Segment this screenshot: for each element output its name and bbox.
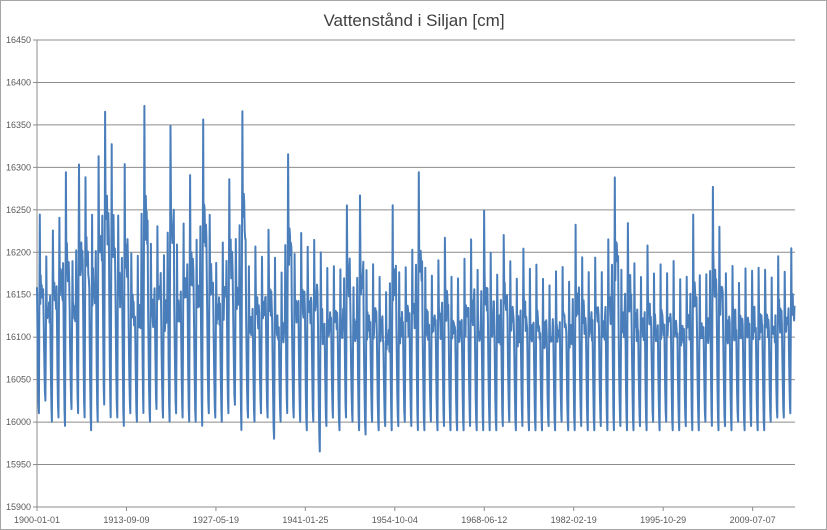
x-tick-label: 1995-10-29 (640, 515, 686, 525)
x-tick-label: 1941-01-25 (282, 515, 328, 525)
x-tick-label: 1900-01-01 (14, 515, 60, 525)
chart-title: Vattenstånd i Siljan [cm] (323, 11, 504, 30)
y-tick-label: 16150 (6, 290, 31, 300)
x-tick-label: 1968-06-12 (461, 515, 507, 525)
series-group (36, 104, 796, 453)
y-tick-label: 16100 (6, 332, 31, 342)
y-tick-label: 16300 (6, 162, 31, 172)
x-tick-label: 2009-07-07 (730, 515, 776, 525)
x-tick-label: 1982-02-19 (551, 515, 597, 525)
y-tick-label: 16050 (6, 375, 31, 385)
y-tick-label: 16000 (6, 417, 31, 427)
y-tick-label: 15950 (6, 460, 31, 470)
y-tick-label: 16400 (6, 77, 31, 87)
y-tick-label: 16250 (6, 205, 31, 215)
series-line (36, 104, 796, 453)
y-tick-label: 16350 (6, 120, 31, 130)
y-axis: 15900 15950 16000 16050 16100 16150 16200 16250… (6, 35, 38, 512)
y-tick-label: 15900 (6, 502, 31, 512)
x-tick-label: 1927-05-19 (193, 515, 239, 525)
y-tick-label: 16200 (6, 247, 31, 257)
x-axis: 1900-01-01 1913-09-09 1927-05-19 1941-01-25… (14, 506, 795, 525)
x-tick-label: 1913-09-09 (103, 515, 149, 525)
x-tick-label: 1954-10-04 (372, 515, 418, 525)
y-tick-label: 16450 (6, 35, 31, 45)
